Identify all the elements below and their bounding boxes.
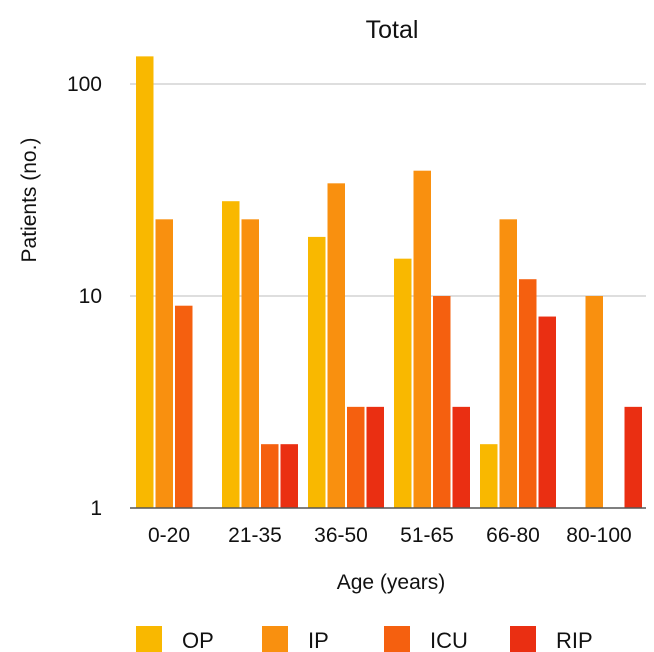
legend-swatch-rip xyxy=(510,626,536,652)
chart-title: Total xyxy=(366,16,419,44)
bar-rip-36-50 xyxy=(366,406,384,508)
bar-ip-21-35 xyxy=(241,219,259,508)
bar-ip-36-50 xyxy=(327,183,345,508)
bar-rip-51-65 xyxy=(452,406,470,508)
bar-ip-66-80 xyxy=(499,219,517,508)
y-axis-label: Patients (no.) xyxy=(18,138,41,263)
bar-icu-51-65 xyxy=(433,296,451,508)
legend-swatch-icu xyxy=(384,626,410,652)
bar-op-51-65 xyxy=(394,258,412,508)
legend-label-ip: IP xyxy=(308,628,329,652)
x-tick-label: 51-65 xyxy=(400,524,454,547)
bar-ip-80-100 xyxy=(585,296,603,508)
y-tick-label: 10 xyxy=(79,285,102,308)
bar-rip-21-35 xyxy=(280,444,298,508)
x-tick-label: 80-100 xyxy=(566,524,631,547)
bar-op-66-80 xyxy=(480,444,498,508)
legend-label-rip: RIP xyxy=(556,628,593,652)
bar-rip-66-80 xyxy=(538,316,556,508)
x-tick-label: 36-50 xyxy=(314,524,368,547)
grid-lines xyxy=(130,83,646,297)
legend: OP IP ICU RIP xyxy=(136,626,593,652)
y-tick-label: 100 xyxy=(67,73,102,96)
bar-icu-66-80 xyxy=(519,279,537,508)
x-tick-label: 66-80 xyxy=(486,524,540,547)
bar-ip-51-65 xyxy=(413,170,431,508)
x-tick-label: 0-20 xyxy=(148,524,190,547)
legend-swatch-op xyxy=(136,626,162,652)
legend-swatch-ip xyxy=(262,626,288,652)
y-tick-label: 1 xyxy=(90,497,102,520)
bar-op-36-50 xyxy=(308,236,326,508)
x-tick-label: 21-35 xyxy=(228,524,282,547)
bar-ip-0-20 xyxy=(155,219,173,508)
legend-label-icu: ICU xyxy=(430,628,468,652)
bar-icu-0-20 xyxy=(175,305,193,508)
bar-icu-36-50 xyxy=(347,406,365,508)
bar-op-21-35 xyxy=(222,201,240,508)
bars xyxy=(136,56,642,509)
y-axis-ticks: 1 10 100 xyxy=(67,73,102,520)
x-axis-label: Age (years) xyxy=(337,571,446,594)
bar-op-0-20 xyxy=(136,56,154,509)
legend-label-op: OP xyxy=(182,628,214,652)
bar-rip-80-100 xyxy=(624,406,642,508)
bar-icu-21-35 xyxy=(261,444,279,508)
x-axis-ticks: 0-20 21-35 36-50 51-65 66-80 80-100 xyxy=(148,524,632,547)
